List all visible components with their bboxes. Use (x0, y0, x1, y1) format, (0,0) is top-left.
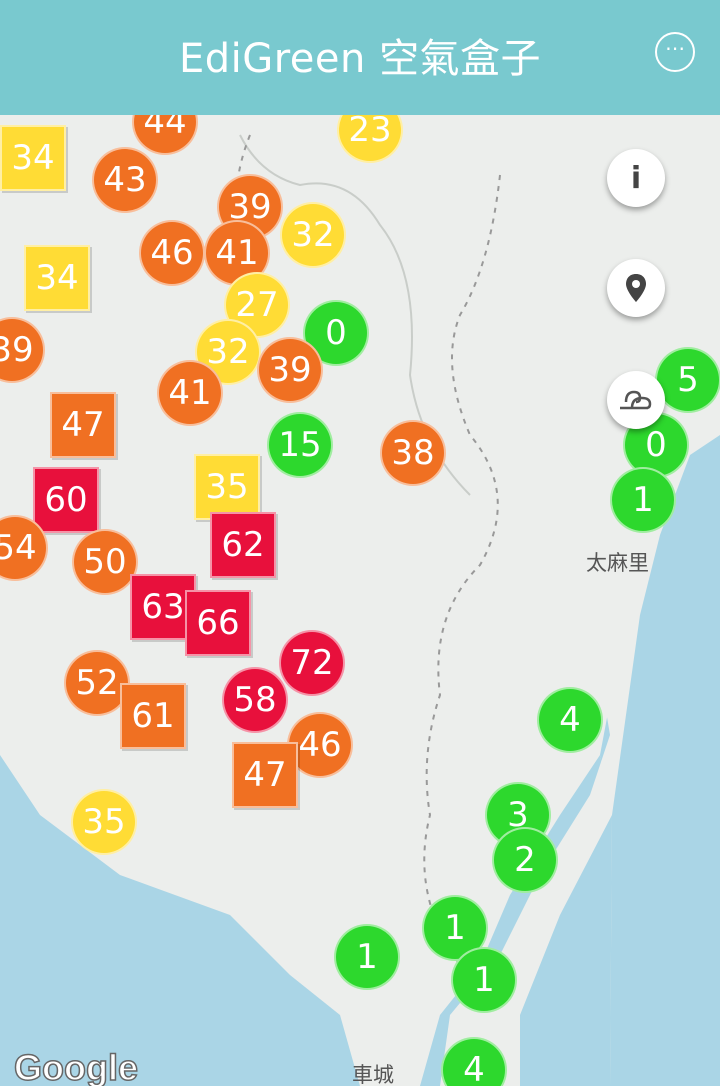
wind-icon (620, 390, 652, 410)
aqi-marker[interactable]: 1 (610, 467, 676, 533)
aqi-marker[interactable]: 1 (451, 947, 517, 1013)
app-header: EdiGreen 空氣盒子 ⋯ (0, 0, 720, 115)
aqi-marker[interactable]: 38 (380, 420, 446, 486)
aqi-marker[interactable]: 32 (280, 202, 346, 268)
aqi-marker[interactable]: 4 (537, 687, 603, 753)
app-title: EdiGreen 空氣盒子 (178, 36, 542, 82)
aqi-marker[interactable]: 34 (0, 125, 66, 191)
aqi-marker[interactable]: 58 (222, 667, 288, 733)
aqi-marker[interactable]: 2 (492, 827, 558, 893)
aqi-marker[interactable]: 0 (303, 300, 369, 366)
aqi-marker[interactable]: 47 (50, 392, 116, 458)
aqi-marker[interactable]: 34 (24, 245, 90, 311)
aqi-marker[interactable]: 27 (224, 272, 290, 338)
aqi-marker[interactable]: 35 (194, 454, 260, 520)
location-button[interactable] (607, 259, 665, 317)
aqi-marker[interactable]: 50 (72, 529, 138, 595)
aqi-marker[interactable]: 46 (287, 712, 353, 778)
aqi-marker[interactable]: 47 (232, 742, 298, 808)
aqi-marker[interactable]: 32 (195, 319, 261, 385)
aqi-marker[interactable]: 66 (185, 590, 251, 656)
aqi-marker[interactable]: 46 (139, 220, 205, 286)
aqi-marker[interactable]: 4 (441, 1037, 507, 1086)
aqi-marker[interactable]: 43 (92, 147, 158, 213)
more-menu-button[interactable]: ⋯ (655, 32, 695, 72)
aqi-marker[interactable]: 62 (210, 512, 276, 578)
info-button[interactable]: i (607, 149, 665, 207)
aqi-marker[interactable]: 72 (279, 630, 345, 696)
aqi-marker[interactable]: 15 (267, 412, 333, 478)
aqi-marker[interactable]: 41 (157, 360, 223, 426)
aqi-marker[interactable]: 1 (334, 924, 400, 990)
place-label: 車城 (352, 1063, 394, 1086)
map-view[interactable]: 太麻里 車城 44 23 43 34 39 32 46 41 34 27 0 39 32 39 41 47 15… (0, 115, 720, 1086)
aqi-marker[interactable]: 39 (257, 337, 323, 403)
wind-button[interactable] (607, 371, 665, 429)
place-label: 太麻里 (586, 551, 649, 575)
aqi-marker[interactable]: 61 (120, 683, 186, 749)
google-logo: Google (13, 1046, 139, 1086)
aqi-marker[interactable]: 35 (71, 789, 137, 855)
pin-icon (626, 274, 646, 302)
aqi-marker[interactable]: 44 (132, 115, 198, 155)
aqi-marker[interactable]: 60 (33, 467, 99, 533)
aqi-marker[interactable]: 52 (64, 650, 130, 716)
